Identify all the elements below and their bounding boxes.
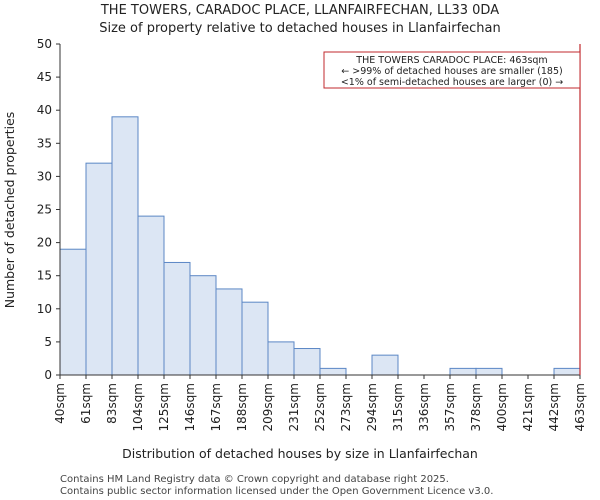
y-tick-label-10: 10	[37, 302, 52, 316]
annotation-line-3: <1% of semi-detached houses are larger (…	[341, 77, 563, 88]
bar-357sqm	[449, 367, 477, 376]
y-tick-label-30: 30	[37, 169, 52, 183]
y-tick-label-15: 15	[37, 269, 52, 283]
x-tick-label-442sqm: 442sqm	[547, 383, 561, 431]
y-tick-label-25: 25	[37, 203, 52, 217]
footer-line-2: Contains public sector information licen…	[60, 486, 493, 497]
x-tick-label-421sqm: 421sqm	[521, 383, 535, 431]
x-tick-label-104sqm: 104sqm	[131, 383, 145, 431]
x-tick-label-273sqm: 273sqm	[339, 383, 353, 431]
x-tick-label-294sqm: 294sqm	[365, 383, 379, 431]
x-tick-label-40sqm: 40sqm	[53, 383, 67, 424]
x-tick-label-83sqm: 83sqm	[105, 383, 119, 424]
bar-442sqm	[553, 367, 581, 376]
bar-378sqm	[475, 367, 503, 376]
bar-125sqm	[163, 261, 191, 376]
bar-104sqm	[137, 215, 165, 376]
bar-231sqm	[293, 348, 321, 376]
x-axis-label: Distribution of detached houses by size …	[122, 446, 478, 461]
x-tick-label-357sqm: 357sqm	[443, 383, 457, 431]
annotation-line-2: ← >99% of detached houses are smaller (1…	[341, 66, 562, 77]
x-tick-label-125sqm: 125sqm	[157, 383, 171, 431]
bar-209sqm	[267, 341, 295, 376]
y-tick-label-20: 20	[37, 236, 52, 250]
x-tick-label-336sqm: 336sqm	[417, 383, 431, 431]
y-tick-label-35: 35	[37, 136, 52, 150]
x-tick-label-61sqm: 61sqm	[79, 383, 93, 424]
x-tick-label-231sqm: 231sqm	[287, 383, 301, 431]
x-tick-label-188sqm: 188sqm	[235, 383, 249, 431]
y-tick-label-0: 0	[44, 368, 52, 382]
annotation-box	[323, 51, 581, 89]
x-tick-label-252sqm: 252sqm	[313, 383, 327, 431]
bar-167sqm	[215, 288, 243, 376]
bar-40sqm	[59, 248, 87, 376]
bar-294sqm	[371, 354, 399, 376]
y-tick-label-50: 50	[37, 37, 52, 51]
annotation-line-1: THE TOWERS CARADOC PLACE: 463sqm	[355, 55, 547, 66]
chart-subtitle: Size of property relative to detached ho…	[99, 21, 501, 36]
bar-83sqm	[111, 116, 139, 376]
chart-title: THE TOWERS, CARADOC PLACE, LLANFAIRFECHA…	[100, 3, 499, 18]
x-tick-label-463sqm: 463sqm	[573, 383, 587, 431]
y-tick-label-45: 45	[37, 70, 52, 84]
y-tick-label-5: 5	[44, 335, 52, 349]
x-tick-label-315sqm: 315sqm	[391, 383, 405, 431]
y-axis-label: Number of detached properties	[2, 112, 17, 309]
bar-61sqm	[85, 162, 113, 376]
x-tick-label-400sqm: 400sqm	[495, 383, 509, 431]
x-tick-label-209sqm: 209sqm	[261, 383, 275, 431]
bar-188sqm	[241, 301, 269, 376]
bar-252sqm	[319, 367, 347, 376]
y-tick-label-40: 40	[37, 103, 52, 117]
x-tick-label-167sqm: 167sqm	[209, 383, 223, 431]
x-tick-label-146sqm: 146sqm	[183, 383, 197, 431]
x-tick-label-378sqm: 378sqm	[469, 383, 483, 431]
bar-146sqm	[189, 275, 217, 376]
footer-line-1: Contains HM Land Registry data © Crown c…	[60, 474, 449, 485]
